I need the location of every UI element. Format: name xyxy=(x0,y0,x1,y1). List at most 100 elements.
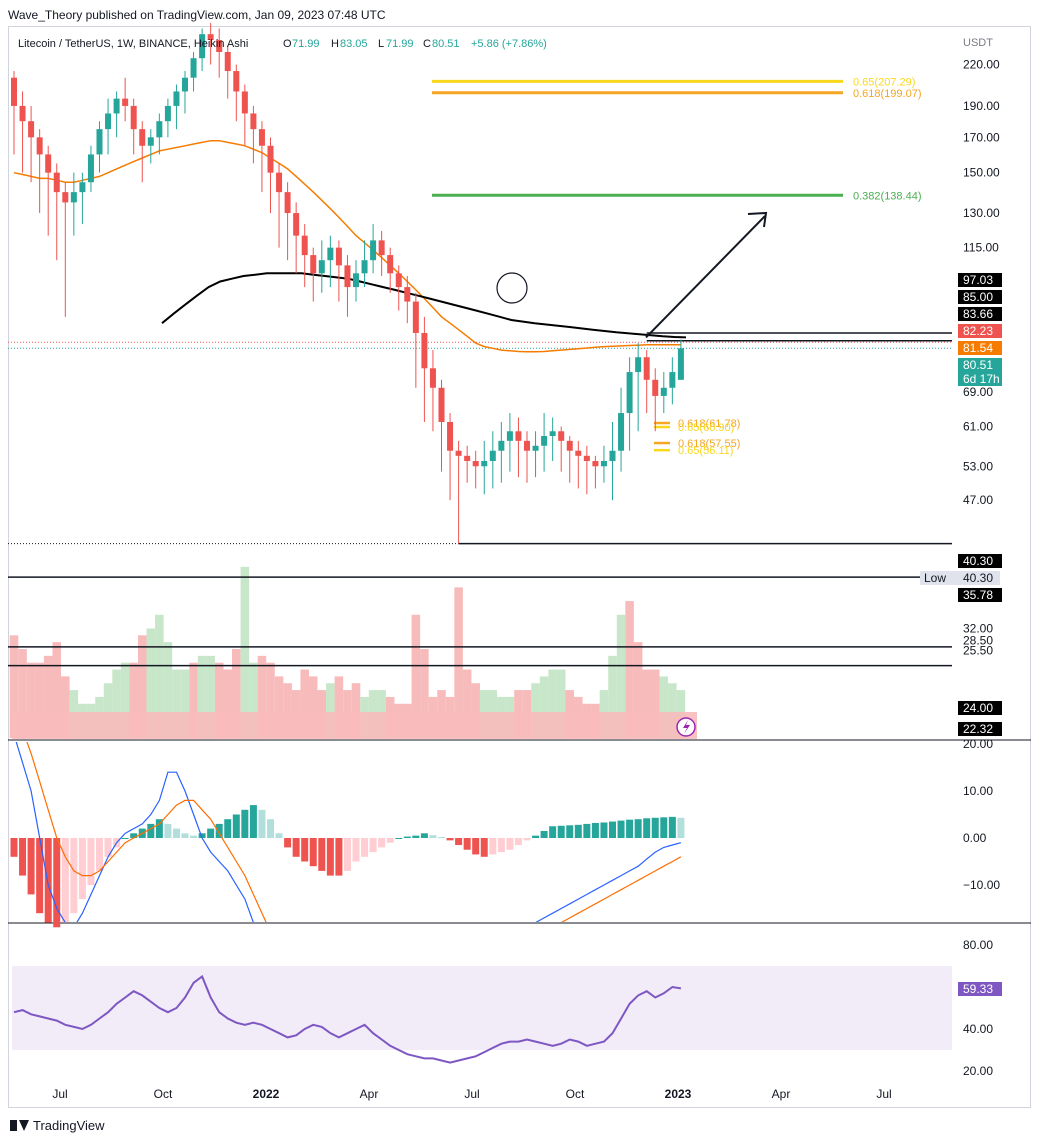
x-axis-tick: Jul xyxy=(52,1087,67,1101)
macd-histogram-bar xyxy=(78,838,86,900)
fib-level-label: 0.618(57.55) xyxy=(678,438,740,450)
candle-body xyxy=(583,455,590,462)
candle-body xyxy=(105,113,112,130)
macd-histogram-bar xyxy=(130,833,138,838)
macd-histogram-bar xyxy=(121,838,129,839)
volume-area-segment xyxy=(266,662,275,738)
x-axis-tick: Apr xyxy=(360,1087,379,1101)
macd-histogram-bar xyxy=(668,816,676,838)
macd-axis-tick: 20.00 xyxy=(963,737,993,751)
macd-histogram-bar xyxy=(566,825,574,838)
volume-area-segment xyxy=(531,683,540,738)
macd-signal-line xyxy=(26,742,682,922)
fib-level-label: 0.65(207.29) xyxy=(853,76,915,88)
candle-body xyxy=(147,137,154,146)
macd-histogram-bar xyxy=(70,838,78,914)
macd-histogram-bar xyxy=(549,826,557,838)
candle-body xyxy=(515,431,522,441)
legend-high: 83.05 xyxy=(340,38,368,50)
candle-body xyxy=(489,450,496,462)
macd-histogram-bar xyxy=(301,838,309,862)
macd-histogram-bar xyxy=(395,838,403,839)
macd-axis-tick: 0.00 xyxy=(963,831,987,845)
candle-body xyxy=(447,422,454,451)
macd-histogram-bar xyxy=(155,819,163,838)
volume-area-segment xyxy=(9,635,19,738)
volume-area-segment xyxy=(52,642,62,738)
x-axis-tick: Oct xyxy=(566,1087,585,1101)
candle-body xyxy=(618,413,625,451)
macd-histogram-bar xyxy=(284,838,292,848)
volume-area-segment xyxy=(189,662,198,738)
x-axis-tick: 2023 xyxy=(665,1087,692,1101)
macd-histogram-bar xyxy=(557,825,565,838)
price-label: 81.54 xyxy=(963,341,993,355)
candle-body xyxy=(164,105,171,122)
legend-low: 71.99 xyxy=(386,38,414,50)
volume-area-segment xyxy=(351,683,361,738)
macd-histogram-bar xyxy=(343,838,351,871)
macd-histogram-bar xyxy=(352,838,360,862)
candle-body xyxy=(276,172,283,193)
volume-area-segment xyxy=(326,683,335,738)
candle-body xyxy=(284,192,291,214)
candle-body xyxy=(669,372,676,388)
legend-open-label: O xyxy=(283,38,292,50)
candle-body xyxy=(318,260,325,274)
price-axis-tick: 47.00 xyxy=(963,493,993,507)
price-axis-tick: 130.00 xyxy=(963,206,1000,220)
volume-area-segment xyxy=(35,662,44,738)
volume-area-segment xyxy=(616,614,626,738)
macd-histogram-bar xyxy=(232,814,240,838)
candle-body xyxy=(421,332,428,369)
volume-area-segment xyxy=(556,669,566,738)
volume-area-segment xyxy=(26,662,36,738)
projection-arrow-line xyxy=(645,215,766,339)
legend-close: 80.51 xyxy=(432,38,460,50)
volume-area-segment xyxy=(274,676,284,738)
publisher-header: Wave_Theory published on TradingView.com… xyxy=(8,8,386,22)
macd-histogram-bar xyxy=(489,838,497,855)
candle-body xyxy=(130,105,137,130)
legend-change: +5.86 (+7.86%) xyxy=(471,38,547,50)
macd-histogram-bar xyxy=(215,823,223,838)
legend-open: 71.99 xyxy=(292,38,320,50)
macd-histogram-bar xyxy=(27,838,35,895)
macd-histogram-bar xyxy=(609,821,616,838)
candle-body xyxy=(233,71,240,92)
candle-body xyxy=(353,273,359,288)
macd-histogram-bar xyxy=(660,817,668,838)
price-axis-tick: 150.00 xyxy=(963,166,1000,180)
legend-symbol: Litecoin / TetherUS, 1W, BINANCE, Heikin… xyxy=(18,38,248,50)
volume-area-segment xyxy=(539,676,549,738)
candle-body xyxy=(87,154,94,183)
price-axis-tick: 220.00 xyxy=(963,58,1000,72)
volume-area-segment xyxy=(163,642,173,738)
candle-body xyxy=(378,240,385,256)
macd-histogram-bar xyxy=(361,838,369,857)
candle-body xyxy=(45,154,52,173)
fib-level-label: 0.618(199.07) xyxy=(853,88,922,100)
candle-body xyxy=(173,91,180,106)
candle-body xyxy=(481,461,488,467)
macd-histogram-bar xyxy=(420,833,428,838)
macd-histogram-bar xyxy=(497,838,505,853)
volume-area-segment xyxy=(471,683,480,738)
price-label: 83.66 xyxy=(963,307,993,321)
volume-area-segment xyxy=(240,566,250,738)
price-label: 82.23 xyxy=(963,324,993,338)
rsi-axis-tick: 40.00 xyxy=(963,1022,993,1036)
macd-histogram-bar xyxy=(651,817,659,838)
price-axis-tick: 69.00 xyxy=(963,385,993,399)
volume-area-segment xyxy=(420,649,429,738)
candle-body xyxy=(429,368,436,388)
candle-body xyxy=(19,105,26,122)
volume-area-segment xyxy=(137,635,147,738)
ma200-line xyxy=(161,272,687,339)
volume-area-segment xyxy=(129,662,138,738)
legend-close-label: C xyxy=(423,38,431,50)
macd-histogram-bar xyxy=(44,838,52,923)
candle-body xyxy=(635,357,642,373)
volume-area-segment xyxy=(283,683,292,738)
